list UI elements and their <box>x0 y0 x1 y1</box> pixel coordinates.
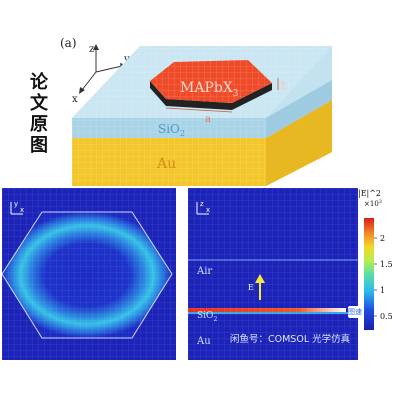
panel-a-schematic: z y x MAPbX3 t a SiO2 Au <box>72 44 332 186</box>
colorbar-tick-1: 1 <box>380 286 385 295</box>
colorbar: |E|^2 ×103 2 1.5 1 0.5 <box>358 189 393 330</box>
colorbar-tick-0-5: 0.5 <box>380 312 393 321</box>
edge-label: a <box>205 114 211 125</box>
side-title-char-2: 文 <box>30 93 48 114</box>
xz-field-map: z x Air E SiO2 Au <box>188 188 358 360</box>
axis-y-label: y <box>123 54 130 65</box>
xz-axis-x: x <box>206 206 210 214</box>
colorbar-title: |E|^2 <box>358 189 381 198</box>
crystal-formula: MAPbX3 <box>180 80 239 99</box>
au-layer <box>72 100 332 186</box>
colorbar-tick-1-5: 1.5 <box>380 260 393 269</box>
xy-field-map: y x <box>2 188 176 360</box>
xz-au-label: Au <box>196 336 211 347</box>
side-title-char-3: 原 <box>30 114 48 135</box>
watermark-text: 闲鱼号：COMSOL 光学仿真 <box>230 334 351 345</box>
side-title-char-4: 图 <box>30 135 48 156</box>
e-field-arrow-icon <box>255 274 265 300</box>
xz-axis-z: z <box>200 200 204 208</box>
xy-axes-icon <box>10 202 23 215</box>
colorbar-tick-2: 2 <box>380 234 385 243</box>
sio2-label: SiO2 <box>158 122 185 138</box>
perovskite-crystal <box>150 60 279 113</box>
axis-x-label: x <box>72 94 78 105</box>
air-label: Air <box>196 266 212 277</box>
xz-axes-icon <box>196 202 209 215</box>
xy-axis-x: x <box>20 206 24 214</box>
axis-z-label: z <box>89 44 94 55</box>
xz-sio2-label: SiO2 <box>197 311 217 323</box>
watermark-badge: 图速 <box>348 306 362 318</box>
side-title: 论 文 原 图 <box>28 72 50 156</box>
thickness-label: t <box>281 79 286 93</box>
e-field-label: E <box>248 283 254 292</box>
au-label: Au <box>156 156 176 172</box>
xy-axis-y: y <box>14 200 18 208</box>
colorbar-exponent: ×103 <box>364 199 382 208</box>
side-title-char-1: 论 <box>30 72 48 93</box>
panel-a-label: (a) <box>60 36 77 50</box>
